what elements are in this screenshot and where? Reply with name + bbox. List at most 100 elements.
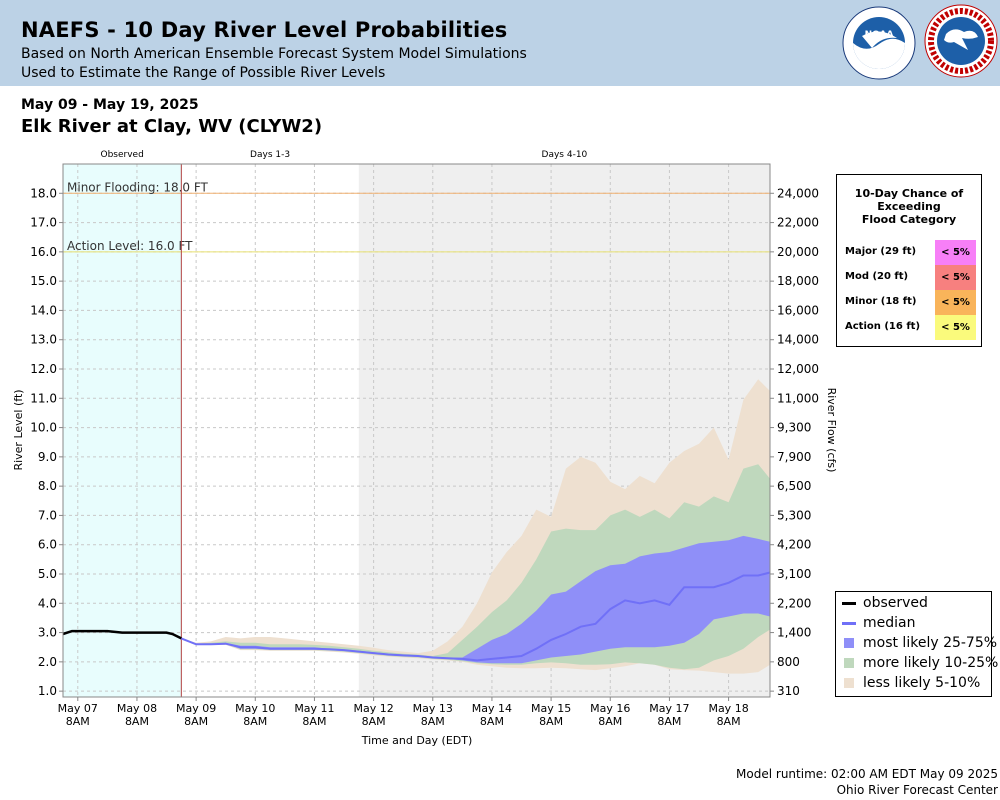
y-tick-label: 14.0 [30,303,57,317]
y-tick-label: 7.0 [38,508,57,522]
observed-line [62,629,182,640]
threshold-label: Minor Flooding: 18.0 FT [67,180,209,194]
y-tick-label: 18.0 [30,186,57,200]
threshold-label: Action Level: 16.0 FT [67,239,193,253]
nws-logo [924,4,998,78]
period-background [181,164,359,697]
y2-tick-label: 3,100 [777,567,811,581]
prob-label: Major (29 ft) [845,246,917,257]
axis-labels: River Level (ft) River Flow (cfs) Time a… [12,388,838,747]
y2-tick-label: 7,900 [777,450,811,464]
svg-text:NOAA: NOAA [865,30,894,40]
y2-tick-label: 11,000 [777,391,819,405]
x-tick-label: May 08 [117,702,157,715]
threshold-lines: Minor Flooding: 18.0 FT Action Level: 16.… [63,164,770,697]
x-tick-time: 8AM [657,715,681,728]
y-tick-label: 8.0 [38,479,57,493]
y2-tick-label: 12,000 [777,362,819,376]
y2-tick-label: 20,000 [777,245,819,259]
legend-swatch [842,622,856,625]
period-label: Observed [101,150,144,160]
chart-legend: observed median most likely 25-75% more … [835,591,998,697]
flood-probability-title: 10-Day Chance of Exceeding Flood Categor… [837,187,981,226]
prob-row-moderate: Mod (20 ft) < 5% [837,265,981,290]
legend-label: most likely 25-75% [863,635,998,651]
forecast-center: Ohio River Forecast Center [836,783,998,797]
prob-label: Mod (20 ft) [845,271,909,282]
legend-label: observed [863,595,928,611]
x-tick-label: May 16 [590,702,630,715]
y-tick-label: 11.0 [30,391,57,405]
x-axis-label: Time and Day (EDT) [361,734,473,747]
y2-tick-label: 1,400 [777,626,811,640]
x-tick-label: May 18 [708,702,748,715]
y2-tick-label: 24,000 [777,186,819,200]
tick-labels: Observed Days 1-3 Days 4-10 1.0 2.0 3.0 4.0 5.0… [30,150,819,728]
x-tick-label: May 14 [472,702,512,715]
y-tick-label: 9.0 [38,450,57,464]
probability-bands [181,379,771,674]
page-subtitle-1: Based on North American Ensemble Forecas… [21,46,527,62]
legend-label: more likely 10-25% [863,655,999,671]
prob-row-major: Major (29 ft) < 5% [837,240,981,265]
x-tick-time: 8AM [717,715,741,728]
x-tick-label: May 17 [649,702,689,715]
x-tick-time: 8AM [421,715,445,728]
date-range: May 09 - May 19, 2025 [21,97,199,113]
flood-probability-title-line: 10-Day Chance of [854,187,964,200]
x-tick-time: 8AM [184,715,208,728]
flood-probability-title-line: Flood Category [861,213,957,226]
prob-row-action: Action (16 ft) < 5% [837,315,981,340]
x-tick-label: May 12 [353,702,393,715]
y-tick-label: 3.0 [38,626,57,640]
period-background [63,164,182,697]
y2-tick-label: 16,000 [777,303,819,317]
period-label: Days 4-10 [542,150,588,160]
band-25-75 [181,535,771,664]
prob-value: < 5% [935,315,976,340]
axes [59,163,774,701]
y2-tick-label: 4,200 [777,538,811,552]
y2-tick-label: 310 [777,684,800,698]
x-tick-label: May 15 [531,702,571,715]
y-tick-label: 4.0 [38,596,57,610]
legend-swatch [842,602,856,605]
page-subtitle-2: Used to Estimate the Range of Possible R… [21,65,386,81]
legend-label: median [863,615,916,631]
y2-axis-label: River Flow (cfs) [825,388,838,473]
median-line [180,571,771,662]
y-tick-label: 13.0 [30,333,57,347]
y2-tick-label: 18,000 [777,274,819,288]
flood-probability-table: 10-Day Chance of Exceeding Flood Categor… [836,174,982,347]
x-tick-time: 8AM [362,715,386,728]
prob-value: < 5% [935,265,976,290]
prob-value: < 5% [935,240,976,265]
legend-swatch [844,638,854,648]
y-tick-label: 1.0 [38,684,57,698]
y2-tick-label: 2,200 [777,596,811,610]
y-tick-label: 17.0 [30,216,57,230]
x-tick-time: 8AM [302,715,326,728]
period-label: Days 1-3 [250,150,290,160]
x-tick-time: 8AM [125,715,149,728]
x-tick-label: May 11 [294,702,334,715]
y2-tick-label: 5,300 [777,508,811,522]
y-axis-label: River Level (ft) [12,389,25,470]
x-tick-label: May 10 [235,702,275,715]
y-tick-label: 16.0 [30,245,57,259]
y2-tick-label: 14,000 [777,333,819,347]
y-tick-label: 6.0 [38,538,57,552]
legend-swatch [844,658,854,668]
y2-tick-label: 22,000 [777,216,819,230]
y-tick-label: 2.0 [38,655,57,669]
page-title: NAEFS - 10 Day River Level Probabilities [21,18,508,42]
header-banner: NAEFS - 10 Day River Level Probabilities… [0,0,1000,86]
prob-value: < 5% [935,290,976,315]
noaa-logo: NOAA [842,6,916,80]
prob-label: Minor (18 ft) [845,296,917,307]
x-tick-time: 8AM [480,715,504,728]
plot-frame [62,163,771,698]
y2-tick-label: 9,300 [777,421,811,435]
x-tick-label: May 13 [413,702,453,715]
